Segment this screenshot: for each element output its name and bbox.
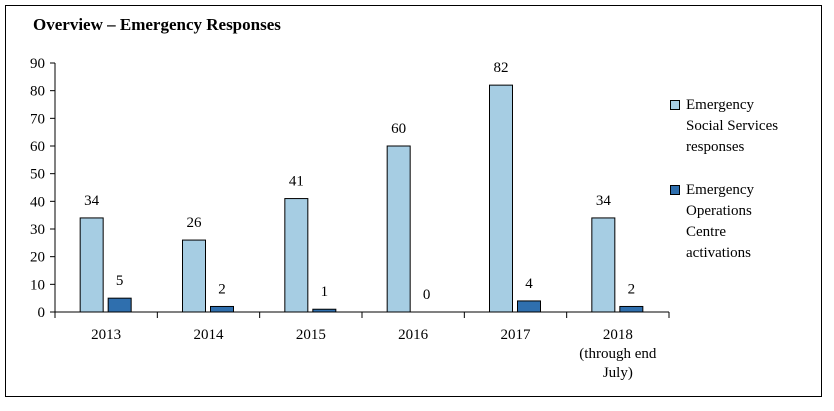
legend-label-ess-line-2: Social Services (686, 118, 779, 134)
data-label: 2 (218, 281, 226, 297)
legend-swatch-eoc (670, 185, 680, 195)
data-label: 60 (391, 121, 406, 137)
bar-eoc (210, 305, 234, 313)
legend-label-ess-line-3: responses (686, 139, 745, 155)
legend-label-eoc-line-2: Operations (686, 203, 752, 219)
data-label: 34 (84, 193, 100, 209)
data-label: 34 (596, 193, 612, 209)
x-tick-label: 2018 (603, 327, 633, 343)
data-label: 0 (423, 287, 431, 303)
bar-ess (284, 198, 309, 313)
legend-item-eoc: Emergency Operations Centre activations (670, 180, 820, 264)
legend: Emergency Social Services responses Emer… (670, 95, 820, 286)
y-tick-label: 50 (30, 167, 45, 183)
bar-ess (182, 239, 206, 313)
y-tick-label: 0 (38, 305, 46, 321)
data-label: 1 (321, 284, 329, 300)
x-tick-label: 2015 (296, 327, 326, 343)
chart-title: Overview – Emergency Responses (33, 15, 281, 34)
y-tick-label: 20 (30, 250, 45, 266)
bar-eoc (517, 300, 541, 313)
x-tick-label: (through end (579, 346, 657, 362)
legend-item-ess: Emergency Social Services responses (670, 95, 820, 158)
legend-label-ess-line-1: Emergency (686, 97, 755, 113)
y-tick-label: 90 (30, 56, 45, 72)
y-tick-label: 30 (30, 222, 45, 238)
bar-eoc (619, 305, 644, 313)
y-tick-label: 40 (30, 194, 45, 210)
bar-ess (386, 145, 411, 313)
data-label: 26 (187, 215, 203, 231)
data-label: 4 (525, 276, 533, 292)
y-tick-label: 70 (30, 111, 45, 127)
y-tick-label: 10 (30, 277, 45, 293)
bar-eoc (312, 308, 337, 313)
x-tick-label: 2017 (501, 327, 532, 343)
bar-ess (591, 217, 616, 313)
bar-ess (79, 217, 104, 313)
legend-label-eoc-line-1: Emergency (686, 182, 755, 198)
y-tick-label: 80 (30, 84, 45, 100)
x-tick-label: 2016 (398, 327, 429, 343)
legend-swatch-ess (670, 100, 680, 110)
x-tick-label: 2014 (194, 327, 225, 343)
data-label: 2 (628, 281, 636, 297)
data-label: 5 (116, 273, 124, 289)
data-label: 41 (289, 174, 304, 190)
bar-ess (489, 84, 513, 313)
legend-label-eoc-line-3: Centre (686, 224, 726, 240)
chart-frame (5, 5, 822, 397)
x-tick-label: July) (603, 365, 633, 381)
data-label: 82 (494, 60, 509, 76)
bar-eoc (107, 297, 132, 313)
y-tick-label: 60 (30, 139, 45, 155)
legend-label-eoc-line-4: activations (686, 245, 751, 261)
x-tick-label: 2013 (91, 327, 121, 343)
